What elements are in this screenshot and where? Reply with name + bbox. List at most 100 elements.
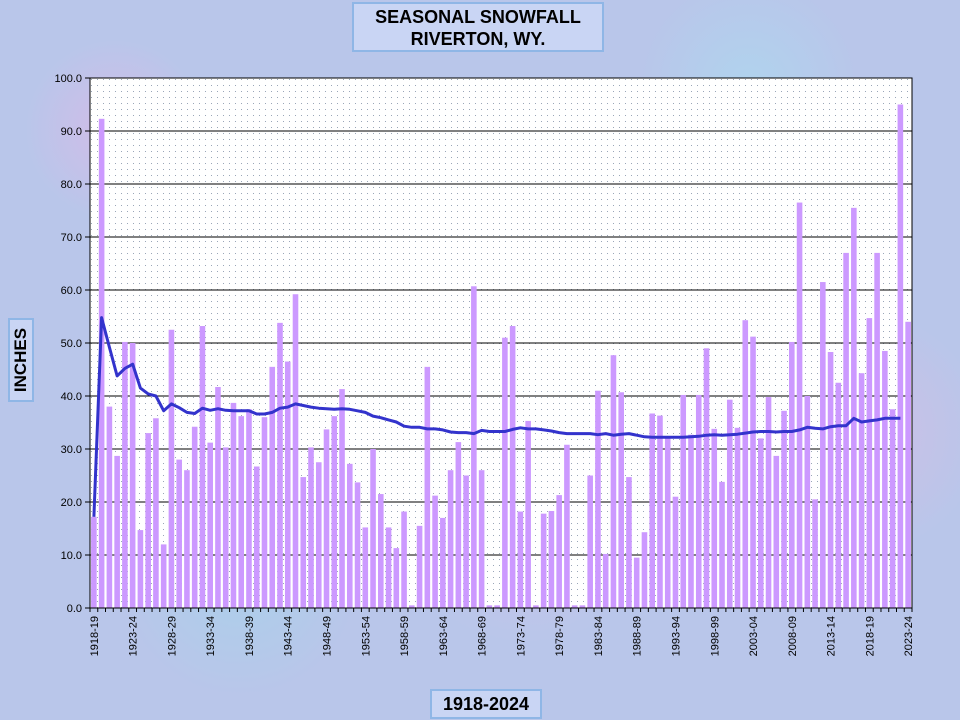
bar [711, 428, 718, 608]
bar [695, 394, 702, 608]
x-tick-label: 1928-29 [166, 616, 178, 656]
bar [796, 202, 803, 609]
bar [905, 321, 911, 608]
bar [292, 294, 299, 608]
bar [750, 336, 756, 608]
bar [897, 104, 904, 608]
bar [664, 436, 671, 608]
bar [346, 463, 353, 608]
bar [548, 511, 555, 608]
bar [362, 527, 369, 608]
x-tick-label: 1968-69 [477, 616, 489, 656]
bar [835, 382, 842, 608]
x-tick-label: 2008-09 [787, 616, 799, 656]
chart-title-line1: SEASONAL SNOWFALL [375, 7, 581, 27]
y-tick-label: 50.0 [61, 338, 82, 350]
bar [137, 530, 144, 608]
bar-series [91, 104, 911, 609]
bar [432, 495, 438, 608]
bar [98, 118, 105, 608]
bar [843, 252, 849, 608]
bar [284, 361, 291, 608]
bar [889, 409, 896, 608]
x-tick-label: 2013-14 [826, 616, 838, 656]
bar [564, 444, 570, 608]
bar [626, 477, 632, 608]
bar [339, 389, 345, 608]
bar [145, 433, 151, 608]
chart-title-box: SEASONAL SNOWFALL RIVERTON, WY. [352, 2, 604, 52]
y-tick-label: 100.0 [54, 73, 82, 85]
x-tick-labels: 1918-19 1923-24 1928-29 1933-34 1938-39 1943-… [89, 616, 915, 656]
bar [447, 470, 454, 608]
bar [471, 286, 477, 608]
bar [773, 455, 780, 608]
bar [556, 495, 562, 608]
bar [734, 427, 741, 608]
chart-title-line2: RIVERTON, WY. [410, 29, 546, 49]
y-tick-label: 0.0 [67, 603, 82, 615]
bar [726, 399, 733, 608]
x-tick-label: 1998-99 [709, 616, 721, 656]
bar [463, 475, 469, 608]
bar [176, 459, 182, 608]
bar [478, 470, 485, 608]
bar [253, 466, 260, 608]
x-axis-label: 1918-2024 [442, 694, 530, 714]
bar [114, 455, 120, 608]
y-tick-label: 20.0 [61, 497, 82, 509]
y-tick-labels: 0.0 10.0 20.0 30.0 40.0 50.0 60.0 70.0 80.0 90.0 1… [54, 73, 82, 615]
bar [160, 544, 167, 608]
y-tick-label: 90.0 [61, 126, 82, 138]
bar [874, 252, 880, 608]
x-tick-label: 1978-79 [554, 616, 566, 656]
bar [742, 320, 749, 608]
x-tick-label: 1963-64 [438, 616, 450, 656]
bar [238, 416, 245, 608]
bar [540, 513, 547, 608]
bar [393, 548, 400, 608]
bar [719, 481, 725, 608]
x-tick-label: 1973-74 [515, 616, 527, 656]
bar [323, 429, 330, 608]
bar [618, 392, 624, 608]
bar [91, 516, 97, 608]
bar [820, 282, 826, 608]
bar [440, 517, 446, 608]
bar [416, 525, 423, 608]
average-line [92, 316, 901, 517]
bar [455, 442, 462, 608]
x-axis-label-box: 1918-2024 [430, 689, 542, 719]
x-tick-label: 1938-39 [244, 616, 256, 656]
bar [688, 434, 694, 608]
x-tick-label: 1943-44 [283, 616, 295, 656]
x-tick-label: 1918-19 [89, 616, 101, 656]
x-tick-label: 1988-89 [632, 616, 644, 656]
bar [765, 397, 772, 608]
bar [502, 337, 508, 608]
bar [207, 442, 213, 608]
bar [122, 341, 128, 608]
x-tick-label: 1958-59 [399, 616, 411, 656]
bar [215, 386, 221, 608]
y-tick-label: 70.0 [61, 232, 82, 244]
bar [633, 557, 640, 608]
bar [595, 390, 601, 608]
bar [222, 447, 229, 608]
y-tick-label: 80.0 [61, 179, 82, 191]
bar [486, 605, 493, 608]
y-tick-label: 40.0 [61, 391, 82, 403]
bar [657, 415, 663, 608]
bar [602, 553, 609, 608]
bar [533, 605, 539, 608]
bar [409, 605, 415, 608]
bar [191, 426, 198, 608]
bar [703, 348, 710, 608]
y-axis-label-box: INCHES [8, 318, 34, 402]
x-tick-label: 1933-34 [205, 616, 217, 656]
bar [354, 482, 361, 608]
x-tick-label: 1993-94 [671, 616, 683, 656]
x-tick-label: 2018-19 [864, 616, 876, 656]
bar [494, 605, 500, 608]
